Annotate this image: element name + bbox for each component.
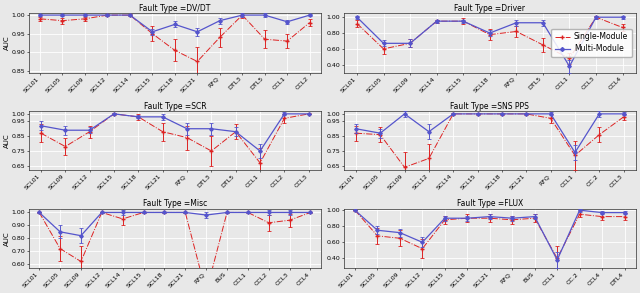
Title: Fault Type =Misc: Fault Type =Misc — [143, 200, 207, 209]
Title: Fault Type =Driver: Fault Type =Driver — [454, 4, 525, 13]
Title: Fault Type =SNS PPS: Fault Type =SNS PPS — [451, 102, 529, 111]
Y-axis label: AUC: AUC — [4, 36, 10, 50]
Legend: Single-Module, Multi-Module: Single-Module, Multi-Module — [551, 29, 632, 57]
Title: Fault Type =FLUX: Fault Type =FLUX — [456, 200, 523, 209]
Title: Fault Type =DV/DT: Fault Type =DV/DT — [139, 4, 211, 13]
Title: Fault Type =SCR: Fault Type =SCR — [143, 102, 206, 111]
Y-axis label: AUC: AUC — [4, 133, 10, 148]
Y-axis label: AUC: AUC — [4, 231, 10, 246]
